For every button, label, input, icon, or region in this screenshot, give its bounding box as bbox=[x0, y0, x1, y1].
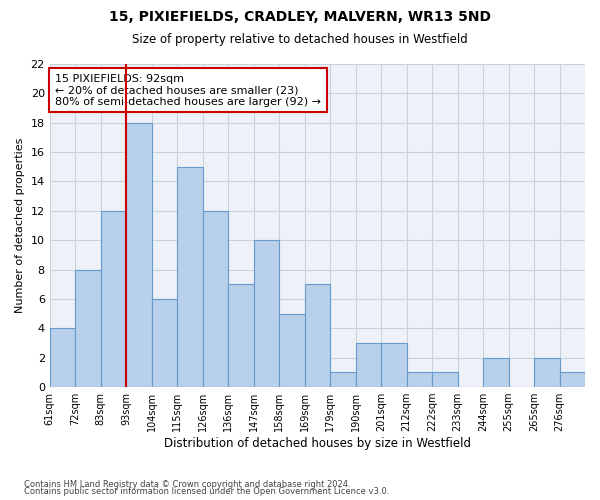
Bar bbox=[560, 372, 585, 387]
Bar bbox=[126, 122, 152, 387]
Bar bbox=[432, 372, 458, 387]
Bar bbox=[330, 372, 356, 387]
Bar bbox=[203, 211, 228, 387]
Bar bbox=[483, 358, 509, 387]
Bar bbox=[75, 270, 101, 387]
Bar bbox=[177, 167, 203, 387]
Text: Contains HM Land Registry data © Crown copyright and database right 2024.: Contains HM Land Registry data © Crown c… bbox=[24, 480, 350, 489]
Bar bbox=[407, 372, 432, 387]
Text: 15, PIXIEFIELDS, CRADLEY, MALVERN, WR13 5ND: 15, PIXIEFIELDS, CRADLEY, MALVERN, WR13 … bbox=[109, 10, 491, 24]
Bar bbox=[50, 328, 75, 387]
Text: Size of property relative to detached houses in Westfield: Size of property relative to detached ho… bbox=[132, 32, 468, 46]
Text: Contains public sector information licensed under the Open Government Licence v3: Contains public sector information licen… bbox=[24, 487, 389, 496]
Bar bbox=[254, 240, 279, 387]
Bar bbox=[534, 358, 560, 387]
Text: 15 PIXIEFIELDS: 92sqm
← 20% of detached houses are smaller (23)
80% of semi-deta: 15 PIXIEFIELDS: 92sqm ← 20% of detached … bbox=[55, 74, 321, 107]
X-axis label: Distribution of detached houses by size in Westfield: Distribution of detached houses by size … bbox=[164, 437, 471, 450]
Bar bbox=[305, 284, 330, 387]
Bar bbox=[101, 211, 126, 387]
Bar bbox=[381, 343, 407, 387]
Y-axis label: Number of detached properties: Number of detached properties bbox=[15, 138, 25, 313]
Bar bbox=[152, 299, 177, 387]
Bar bbox=[228, 284, 254, 387]
Bar bbox=[279, 314, 305, 387]
Bar bbox=[356, 343, 381, 387]
